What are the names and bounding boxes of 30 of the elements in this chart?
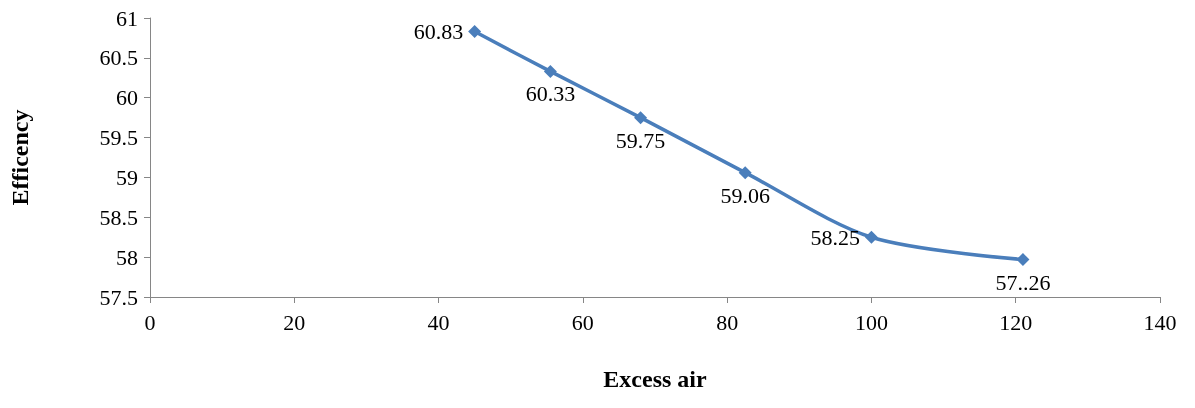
point [738,166,752,180]
x-tick-label: 120 [999,309,1033,335]
point [543,64,557,78]
y-tick-label: 61 [116,5,138,31]
x-tick-label: 80 [716,309,739,335]
data-label: 59.75 [615,127,666,153]
point [1016,253,1030,267]
y-axis-title: Efficency [7,109,33,206]
y-tick-label: 59.5 [99,125,138,151]
x-tick-label: 140 [1143,309,1177,335]
y-tick-label: 58 [116,244,138,270]
y-tick-label: 59 [116,164,138,190]
x-tick-label: 100 [854,309,888,335]
data-label: 60.33 [525,81,576,107]
y-tick-label: 58.5 [99,204,138,230]
x-tick-label: 0 [144,309,156,335]
data-label: 57..26 [995,269,1051,295]
data-label: 59.06 [720,182,770,208]
y-tick-label: 60.5 [99,45,138,71]
data-label: 58.25 [810,224,860,250]
point [634,111,648,125]
x-tick-label: 40 [427,309,450,335]
data-label: 60.83 [413,19,464,45]
x-axis-title: Excess air [603,366,707,392]
point [468,25,482,39]
point [864,230,878,244]
x-tick-label: 20 [283,309,306,335]
y-tick-label: 60 [116,85,138,111]
x-tick-label: 60 [571,309,594,335]
y-tick-label: 57.5 [99,284,138,310]
